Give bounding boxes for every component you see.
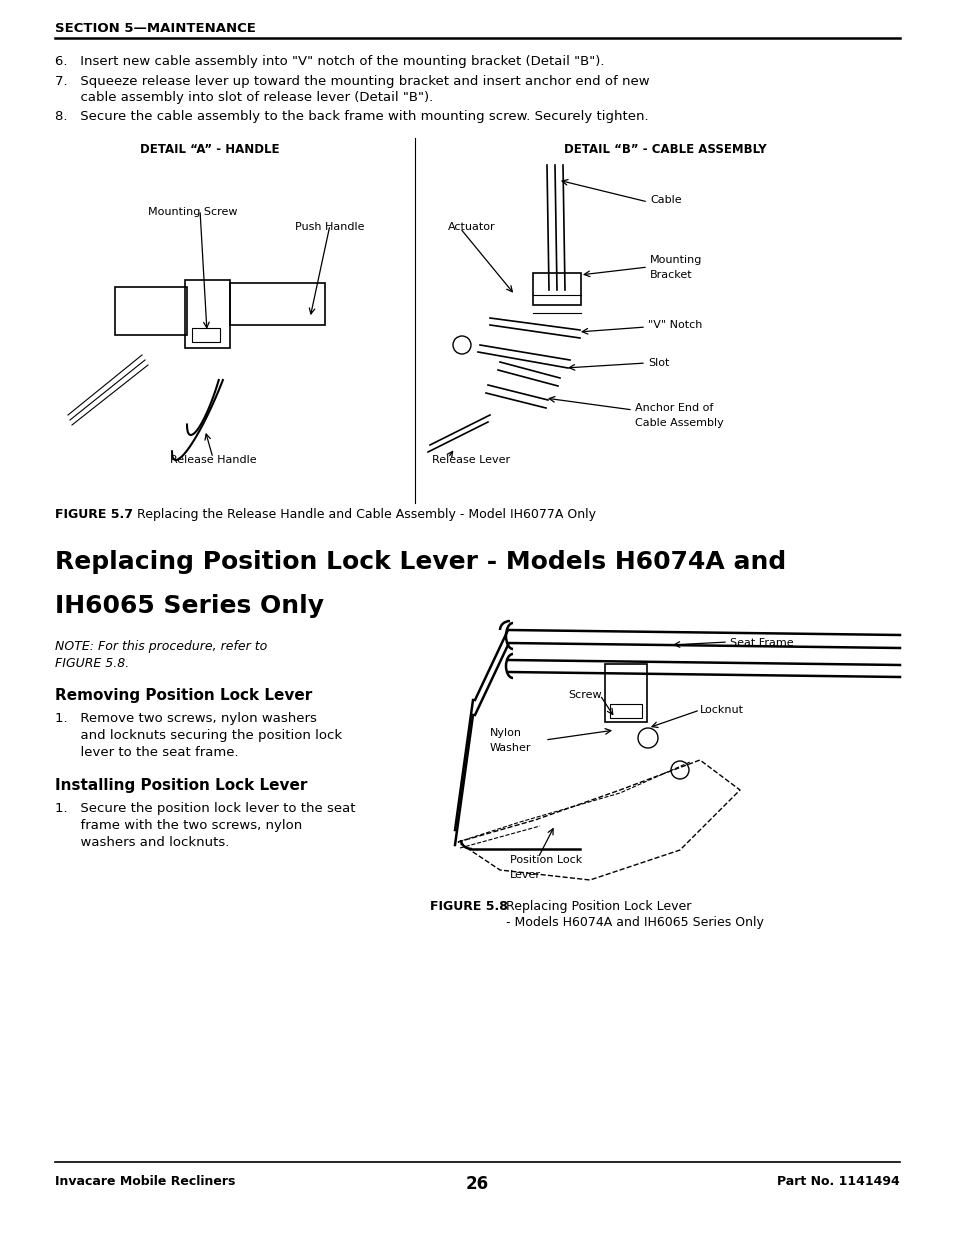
Text: lever to the seat frame.: lever to the seat frame. xyxy=(55,746,238,760)
Text: Screw: Screw xyxy=(567,690,601,700)
Text: 1.   Secure the position lock lever to the seat: 1. Secure the position lock lever to the… xyxy=(55,802,355,815)
Text: cable assembly into slot of release lever (Detail "B").: cable assembly into slot of release leve… xyxy=(55,91,433,104)
Bar xyxy=(115,287,187,335)
Text: Position Lock: Position Lock xyxy=(510,855,581,864)
Text: washers and locknuts.: washers and locknuts. xyxy=(55,836,229,848)
Text: and locknuts securing the position lock: and locknuts securing the position lock xyxy=(55,729,342,742)
Text: Part No. 1141494: Part No. 1141494 xyxy=(777,1174,899,1188)
Text: 6.   Insert new cable assembly into "V" notch of the mounting bracket (Detail "B: 6. Insert new cable assembly into "V" no… xyxy=(55,56,604,68)
Text: frame with the two screws, nylon: frame with the two screws, nylon xyxy=(55,819,302,832)
Text: Seat Frame: Seat Frame xyxy=(729,638,793,648)
Text: 1.   Remove two screws, nylon washers: 1. Remove two screws, nylon washers xyxy=(55,713,316,725)
Text: IH6065 Series Only: IH6065 Series Only xyxy=(55,594,324,618)
Text: Mounting Screw: Mounting Screw xyxy=(148,207,237,217)
Bar xyxy=(230,283,325,325)
Text: NOTE: For this procedure, refer to: NOTE: For this procedure, refer to xyxy=(55,640,267,653)
Text: Replacing Position Lock Lever: Replacing Position Lock Lever xyxy=(494,900,691,913)
Text: Locknut: Locknut xyxy=(700,705,743,715)
Text: Removing Position Lock Lever: Removing Position Lock Lever xyxy=(55,688,312,703)
Bar xyxy=(604,664,646,722)
Text: Slot: Slot xyxy=(647,358,669,368)
Bar xyxy=(533,273,580,305)
Bar xyxy=(185,280,230,348)
Text: Cable: Cable xyxy=(649,195,680,205)
Text: Nylon: Nylon xyxy=(490,727,521,739)
Text: Invacare Mobile Recliners: Invacare Mobile Recliners xyxy=(55,1174,235,1188)
Text: Release Handle: Release Handle xyxy=(170,454,256,466)
Text: DETAIL “B” - CABLE ASSEMBLY: DETAIL “B” - CABLE ASSEMBLY xyxy=(563,143,765,156)
Text: Release Lever: Release Lever xyxy=(432,454,510,466)
Text: Installing Position Lock Lever: Installing Position Lock Lever xyxy=(55,778,307,793)
Text: Replacing the Release Handle and Cable Assembly - Model IH6077A Only: Replacing the Release Handle and Cable A… xyxy=(121,508,596,521)
Text: 26: 26 xyxy=(465,1174,488,1193)
Text: FIGURE 5.7: FIGURE 5.7 xyxy=(55,508,132,521)
Bar xyxy=(609,704,641,718)
Text: - Models H6074A and IH6065 Series Only: - Models H6074A and IH6065 Series Only xyxy=(494,916,763,929)
Text: Bracket: Bracket xyxy=(649,270,692,280)
Text: Anchor End of: Anchor End of xyxy=(635,403,713,412)
Text: Cable Assembly: Cable Assembly xyxy=(635,417,723,429)
Bar xyxy=(192,329,220,342)
Text: Push Handle: Push Handle xyxy=(294,222,364,232)
Text: DETAIL “A” - HANDLE: DETAIL “A” - HANDLE xyxy=(140,143,279,156)
Text: 7.   Squeeze release lever up toward the mounting bracket and insert anchor end : 7. Squeeze release lever up toward the m… xyxy=(55,75,649,88)
Text: Replacing Position Lock Lever - Models H6074A and: Replacing Position Lock Lever - Models H… xyxy=(55,550,785,574)
Text: Washer: Washer xyxy=(490,743,531,753)
Text: FIGURE 5.8.: FIGURE 5.8. xyxy=(55,657,129,671)
Text: Actuator: Actuator xyxy=(448,222,496,232)
Text: SECTION 5—MAINTENANCE: SECTION 5—MAINTENANCE xyxy=(55,22,255,35)
Text: Mounting: Mounting xyxy=(649,254,701,266)
Text: Lever: Lever xyxy=(510,869,540,881)
Text: 8.   Secure the cable assembly to the back frame with mounting screw. Securely t: 8. Secure the cable assembly to the back… xyxy=(55,110,648,124)
Text: FIGURE 5.8: FIGURE 5.8 xyxy=(430,900,507,913)
Text: "V" Notch: "V" Notch xyxy=(647,320,701,330)
